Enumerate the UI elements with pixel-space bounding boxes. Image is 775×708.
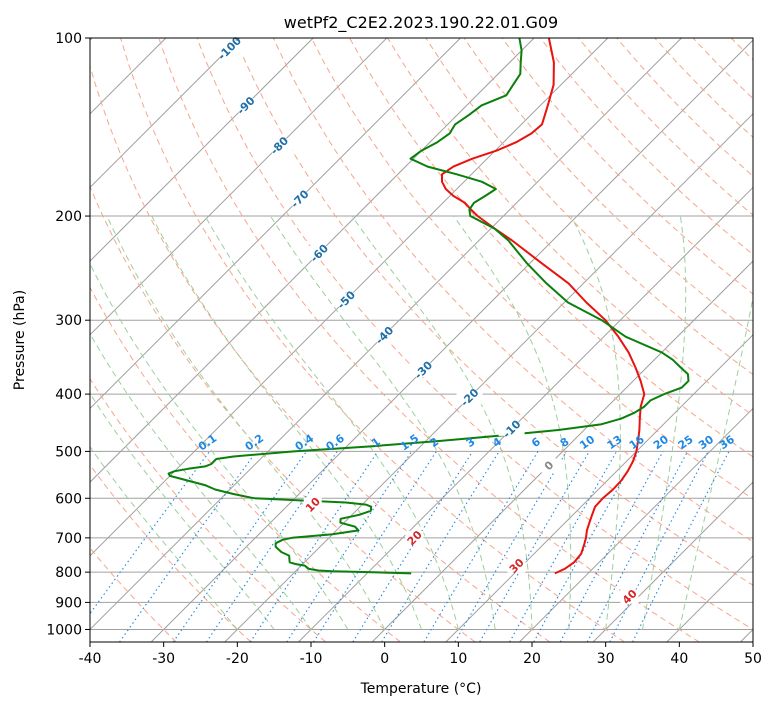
y-tick-label: 400 (55, 387, 82, 403)
mixing-ratio-line (352, 451, 474, 642)
moist-adiabat-line (106, 215, 386, 630)
moist-adiabat-line (453, 215, 572, 630)
moist-adiabat-line (204, 215, 459, 630)
dry-adiabat-label-bg (303, 497, 322, 512)
dry-adiabat-line (272, 38, 753, 543)
background-grid (90, 38, 775, 642)
isotherm-line (90, 38, 461, 410)
mixing-ratio-line (632, 451, 730, 642)
moist-adiabat-line (678, 294, 753, 630)
mixing-ratio-line (249, 451, 379, 642)
mixing-ratio-line (454, 451, 568, 642)
x-tick-label: -30 (152, 651, 175, 667)
isotherm-line (519, 407, 753, 642)
moist-adiabat-line (270, 215, 496, 630)
y-tick-label: 800 (55, 565, 82, 581)
mixing-ratio-line (119, 451, 257, 642)
isotherm-label-bg (266, 138, 293, 153)
y-tick-label: 500 (55, 444, 82, 460)
moist-adiabat-line (570, 215, 621, 630)
dry-adiabat-label-bg (507, 558, 526, 573)
isotherm-label-bg (232, 98, 259, 113)
dry-adiabat-line (310, 38, 753, 500)
dry-adiabat-line (120, 38, 625, 642)
y-tick-label: 200 (55, 209, 82, 225)
x-tick-label: 40 (670, 651, 688, 667)
isotherm-label-bg (371, 328, 398, 343)
x-tick-label: 30 (597, 651, 615, 667)
dry-adiabat-line (158, 38, 700, 642)
x-tick-label: -10 (300, 651, 323, 667)
moist-adiabat-line (90, 332, 312, 630)
y-tick-label: 100 (55, 31, 82, 47)
mixing-ratio-line (559, 451, 664, 642)
dry-adiabat-line (90, 64, 551, 642)
isotherm-label-bg (306, 246, 333, 261)
moist-adiabat-line (642, 215, 687, 630)
x-tick-label: -40 (79, 651, 102, 667)
y-tick-label: 1000 (46, 622, 82, 638)
mixing-ratio-line (205, 451, 338, 642)
isotherm-label-bg (333, 292, 360, 307)
isotherm-line (224, 113, 753, 642)
moist-adiabat-line (151, 215, 422, 630)
y-tick-label: 900 (55, 595, 82, 611)
moist-adiabat-line (90, 392, 275, 630)
mixing-ratio-line (172, 451, 307, 642)
y-tick-label: 300 (55, 313, 82, 329)
moist-adiabat-line (351, 215, 533, 630)
isotherm-label-bg (498, 421, 525, 436)
dry-adiabat-line (463, 38, 753, 335)
isotherm-line (90, 38, 240, 189)
dewpoint-trace (167, 38, 690, 575)
isotherm-label-bg (535, 458, 562, 473)
x-tick-label: 0 (380, 651, 389, 667)
isotherm-label-bg (456, 390, 483, 405)
isotherm-line (90, 38, 314, 262)
mixing-ratio-line (313, 451, 437, 642)
dry-adiabat-label-bg (620, 589, 639, 604)
isotherm-label-bg (216, 41, 243, 56)
dry-adiabat-line (769, 38, 775, 642)
dry-adiabat-line (501, 38, 753, 295)
isotherm-line (592, 481, 753, 642)
mixing-ratio-line (381, 451, 500, 642)
mixing-ratio-line (286, 451, 413, 642)
isotherm-line (445, 334, 753, 642)
moist-adiabat-line (90, 445, 238, 630)
dry-adiabat-line (196, 38, 753, 631)
dry-adiabat-line (90, 464, 252, 642)
dry-adiabat-label-bg (405, 530, 424, 545)
sounding-traces (167, 38, 690, 575)
y-tick-label: 700 (55, 531, 82, 547)
temperature-trace (441, 38, 646, 575)
plot-frame (89, 37, 754, 643)
x-tick-label: -20 (226, 651, 249, 667)
y-tick-label: 600 (55, 491, 82, 507)
mixing-ratio-line (423, 451, 539, 642)
isotherm-line (371, 260, 753, 642)
x-tick-label: 10 (449, 651, 467, 667)
isotherm-label-bg (410, 362, 437, 377)
mixing-ratio-line (533, 451, 640, 642)
isotherm-label-bg (286, 191, 313, 206)
y-axis-label: Pressure (hPa) (12, 290, 28, 390)
x-axis-ticks: -40 -30 -20 -10 0 10 20 30 40 50 (79, 642, 762, 667)
isotherm-line (150, 39, 753, 642)
chart-title: wetPf2_C2E2.2023.190.22.01.G09 (284, 13, 558, 33)
x-tick-label: 50 (744, 651, 762, 667)
x-axis-label: Temperature (°C) (360, 681, 482, 697)
isotherm-line (90, 38, 609, 557)
isotherm-line (90, 38, 535, 483)
y-axis-ticks: 1000 900 800 700 600 500 400 300 200 100 (46, 31, 90, 638)
x-tick-label: 20 (523, 651, 541, 667)
dry-adiabat-line (234, 38, 753, 586)
